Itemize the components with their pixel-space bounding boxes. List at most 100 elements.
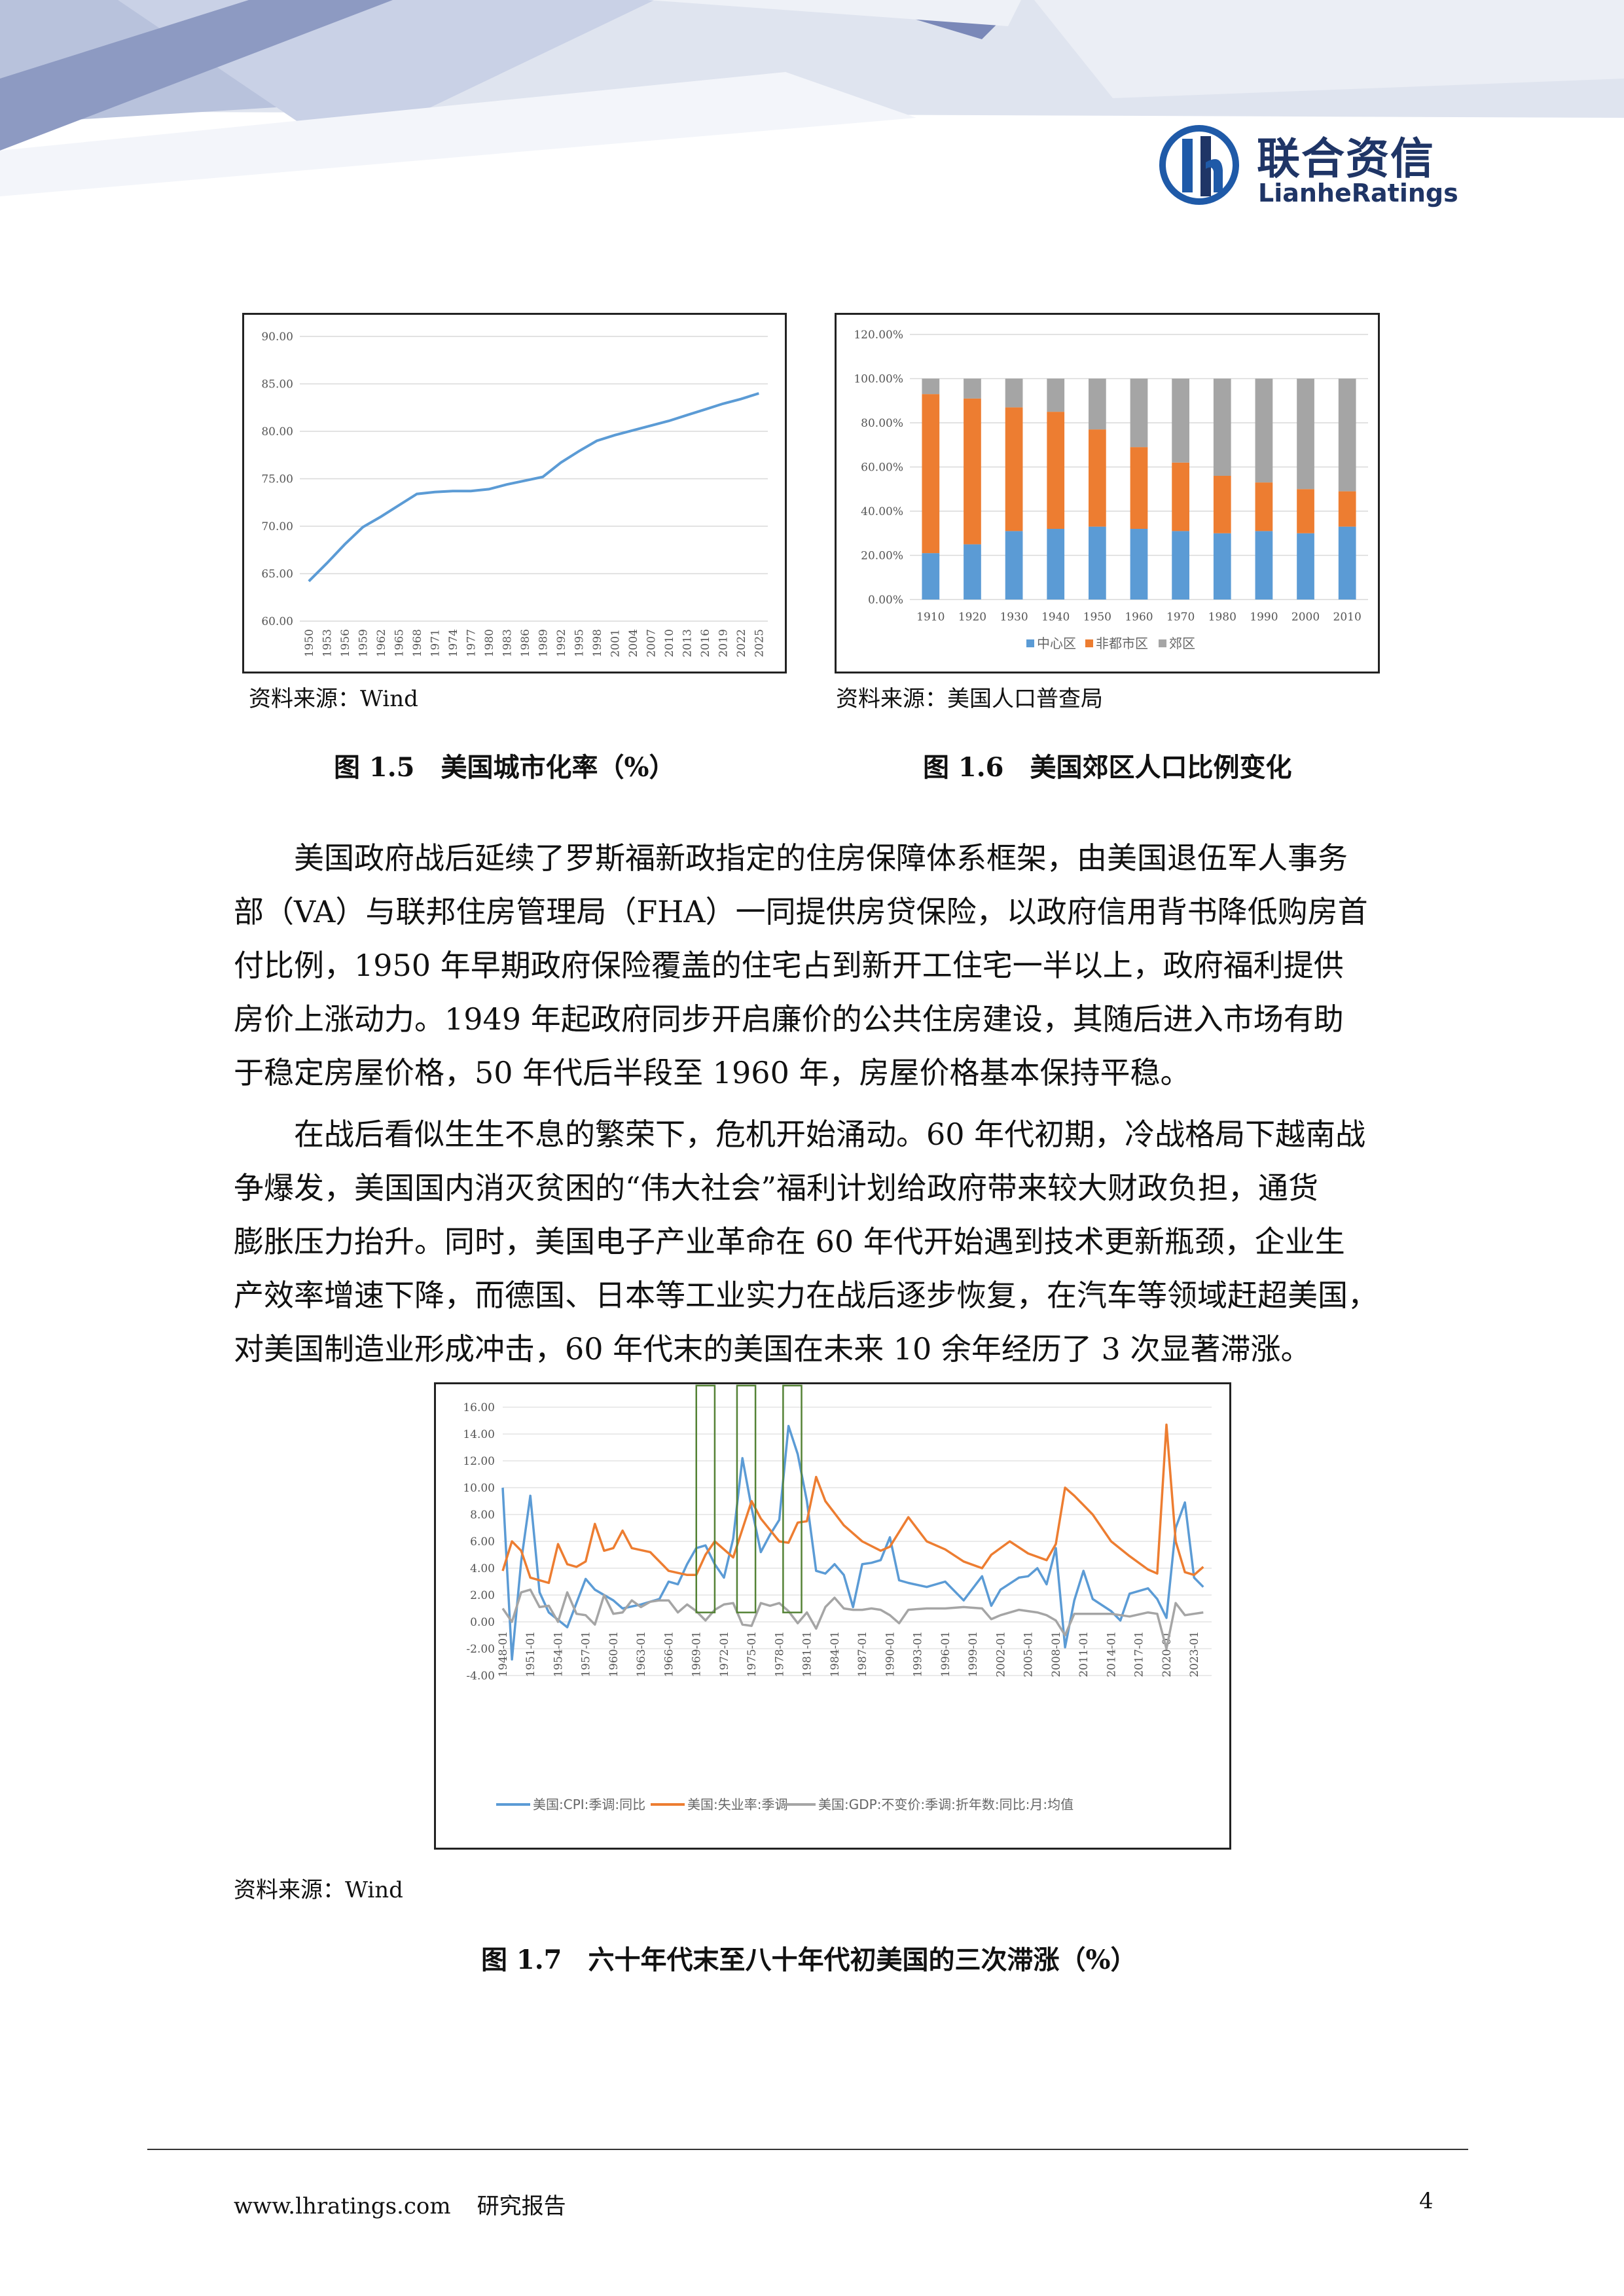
cpi-line: [501, 1424, 1204, 1661]
text-line: 争爆发，美国国内消灭贫困的“伟大社会”福利计划给政府带来较大财政负担，通货: [234, 1170, 1319, 1206]
x-tick-label: 1978-01: [773, 1631, 786, 1677]
highlight-box: [736, 1384, 757, 1613]
x-tick-label: 1996-01: [939, 1631, 952, 1677]
bar-nonmetro: [922, 394, 940, 554]
paragraph-stagflation: 在战后看似生生不息的繁荣下，危机开始涌动。60 年代初期，冷战格局下越南战 争爆…: [234, 1107, 1432, 1376]
bar-nonmetro: [1089, 429, 1106, 527]
x-tick-label: 1940: [1041, 611, 1070, 624]
text-line: 付比例，1950 年早期政府保险覆盖的住宅占到新开工住宅一半以上，政府福利提供: [234, 948, 1344, 983]
text-line: 膨胀压力抬升。同时，美国电子产业革命在 60 年代开始遇到技术更新瓶颈，企业生: [234, 1224, 1345, 1259]
y-tick-label: 40.00%: [861, 505, 903, 518]
text-line: 对美国制造业形成冲击，60 年代末的美国在未来 10 余年经历了 3 次显著滞涨…: [234, 1331, 1311, 1367]
legend-label: 美国:失业率:季调: [687, 1797, 787, 1812]
x-tick-label: 2004: [627, 629, 640, 657]
footer-url[interactable]: www.lhratings.com: [234, 2193, 451, 2219]
x-tick-label: 1993-01: [912, 1631, 925, 1677]
x-tick-label: 2019: [717, 629, 730, 657]
urbanization-chart: 90.00 85.00 80.00 75.00 70.00 65.00 60.00 1950 1…: [242, 313, 787, 673]
y-tick-label: 0.00: [470, 1616, 495, 1629]
highlight-box: [782, 1384, 803, 1613]
x-tick-label: 1950: [1083, 611, 1111, 624]
bar-central: [1130, 529, 1148, 600]
suburban-plot: 120.00% 100.00% 80.00% 60.00% 40.00% 20.00% 0.…: [854, 329, 1368, 651]
x-tick-label: 1981-01: [801, 1631, 814, 1677]
y-tick-label: 120.00%: [854, 329, 903, 342]
x-tick-label: 1963-01: [635, 1631, 648, 1677]
bar-suburb: [922, 378, 940, 395]
bar-nonmetro: [1297, 489, 1314, 533]
fig15-caption: 图 1.5 美国城市化率（%）: [334, 752, 676, 783]
x-tick-label: 2017-01: [1133, 1631, 1146, 1677]
x-tick-label: 1990: [1250, 611, 1278, 624]
x-tick-label: 1948-01: [497, 1631, 510, 1677]
legend-swatch: [1085, 639, 1093, 647]
text-line: 在战后看似生生不息的繁荣下，危机开始涌动。60 年代初期，冷战格局下越南战: [294, 1117, 1366, 1152]
footer-label: 研究报告: [477, 2193, 566, 2219]
x-tick-label: 1992: [555, 629, 568, 657]
x-tick-label: 2013: [681, 629, 694, 657]
x-tick-label: 1974: [447, 629, 460, 657]
y-tick-label: 65.00: [261, 568, 293, 581]
x-tick-label: 1975-01: [746, 1631, 759, 1677]
x-tick-label: 1960-01: [607, 1631, 621, 1677]
urbanization-line: [308, 392, 759, 583]
x-tick-label: 1998: [591, 629, 604, 657]
x-tick-label: 1990-01: [884, 1631, 897, 1677]
x-tick-label: 1984-01: [829, 1631, 842, 1677]
y-tick-label: 80.00: [261, 425, 293, 439]
footer-site: www.lhratings.com 研究报告: [234, 2188, 566, 2220]
y-tick-label: 100.00%: [854, 373, 903, 386]
bar-nonmetro: [1005, 407, 1023, 531]
highlight-box: [695, 1384, 716, 1613]
gdp-line: [501, 1588, 1204, 1650]
bar-central: [1089, 526, 1106, 600]
x-tick-label: 1977: [465, 629, 478, 657]
bar-suburb: [1297, 378, 1314, 490]
unemployment-line: [501, 1423, 1204, 1585]
y-tick-label: 0.00%: [868, 594, 903, 607]
bar-central: [1047, 529, 1065, 600]
bar-suburb: [1005, 378, 1023, 408]
y-tick-label: 60.00: [261, 615, 293, 628]
bar-central: [1255, 531, 1273, 600]
bar-suburb: [1338, 378, 1356, 492]
bar-suburb: [964, 378, 981, 399]
x-tick-label: 2023-01: [1188, 1631, 1201, 1677]
x-tick-label: 1962: [375, 629, 388, 657]
stagflation-plot: 16.00 14.00 12.00 10.00 8.00 6.00 4.00 2.00 0.00…: [463, 1384, 1212, 1812]
y-tick-label: 2.00: [470, 1589, 495, 1602]
bar-central: [964, 544, 981, 600]
logo-name-cn: 联合资信: [1257, 134, 1435, 184]
x-tick-label: 2010: [663, 629, 676, 657]
x-tick-label: 1972-01: [718, 1631, 731, 1677]
x-tick-label: 1966-01: [662, 1631, 676, 1677]
bar-nonmetro: [1255, 482, 1273, 531]
x-tick-label: 1920: [958, 611, 986, 624]
x-tick-label: 1983: [501, 629, 514, 657]
x-tick-label: 1930: [1000, 611, 1028, 624]
x-tick-label: 1969-01: [691, 1631, 704, 1677]
x-tick-label: 1953: [321, 629, 334, 657]
x-tick-label: 2008-01: [1050, 1631, 1063, 1677]
bar-nonmetro: [1172, 462, 1189, 531]
y-tick-label: 16.00: [463, 1401, 495, 1414]
legend-swatch: [1026, 639, 1034, 647]
x-tick-label: 1960: [1125, 611, 1153, 624]
x-tick-label: 1980: [1208, 611, 1236, 624]
x-tick-label: 1956: [339, 629, 352, 657]
text-line: 于稳定房屋价格，50 年代后半段至 1960 年，房屋价格基本保持平稳。: [234, 1055, 1191, 1090]
bar-suburb: [1213, 378, 1231, 476]
legend-label: 郊区: [1169, 636, 1195, 651]
x-tick-label: 1959: [357, 629, 370, 657]
x-tick-label: 1995: [573, 629, 586, 657]
y-tick-label: 20.00%: [861, 550, 903, 563]
fig17-caption: 图 1.7 六十年代末至八十年代初美国的三次滞涨（%）: [481, 1945, 1137, 1975]
y-tick-label: 85.00: [261, 378, 293, 391]
legend-label: 美国:CPI:季调:同比: [533, 1797, 645, 1812]
bar-central: [1213, 533, 1231, 600]
lianhe-logo: 联合资信 LianheRatings: [1159, 121, 1458, 213]
x-tick-label: 1999-01: [967, 1631, 980, 1677]
stagflation-chart: 16.00 14.00 12.00 10.00 8.00 6.00 4.00 2.00 0.00…: [434, 1382, 1231, 1850]
x-tick-label: 1910: [916, 611, 945, 624]
x-tick-label: 1957-01: [580, 1631, 593, 1677]
